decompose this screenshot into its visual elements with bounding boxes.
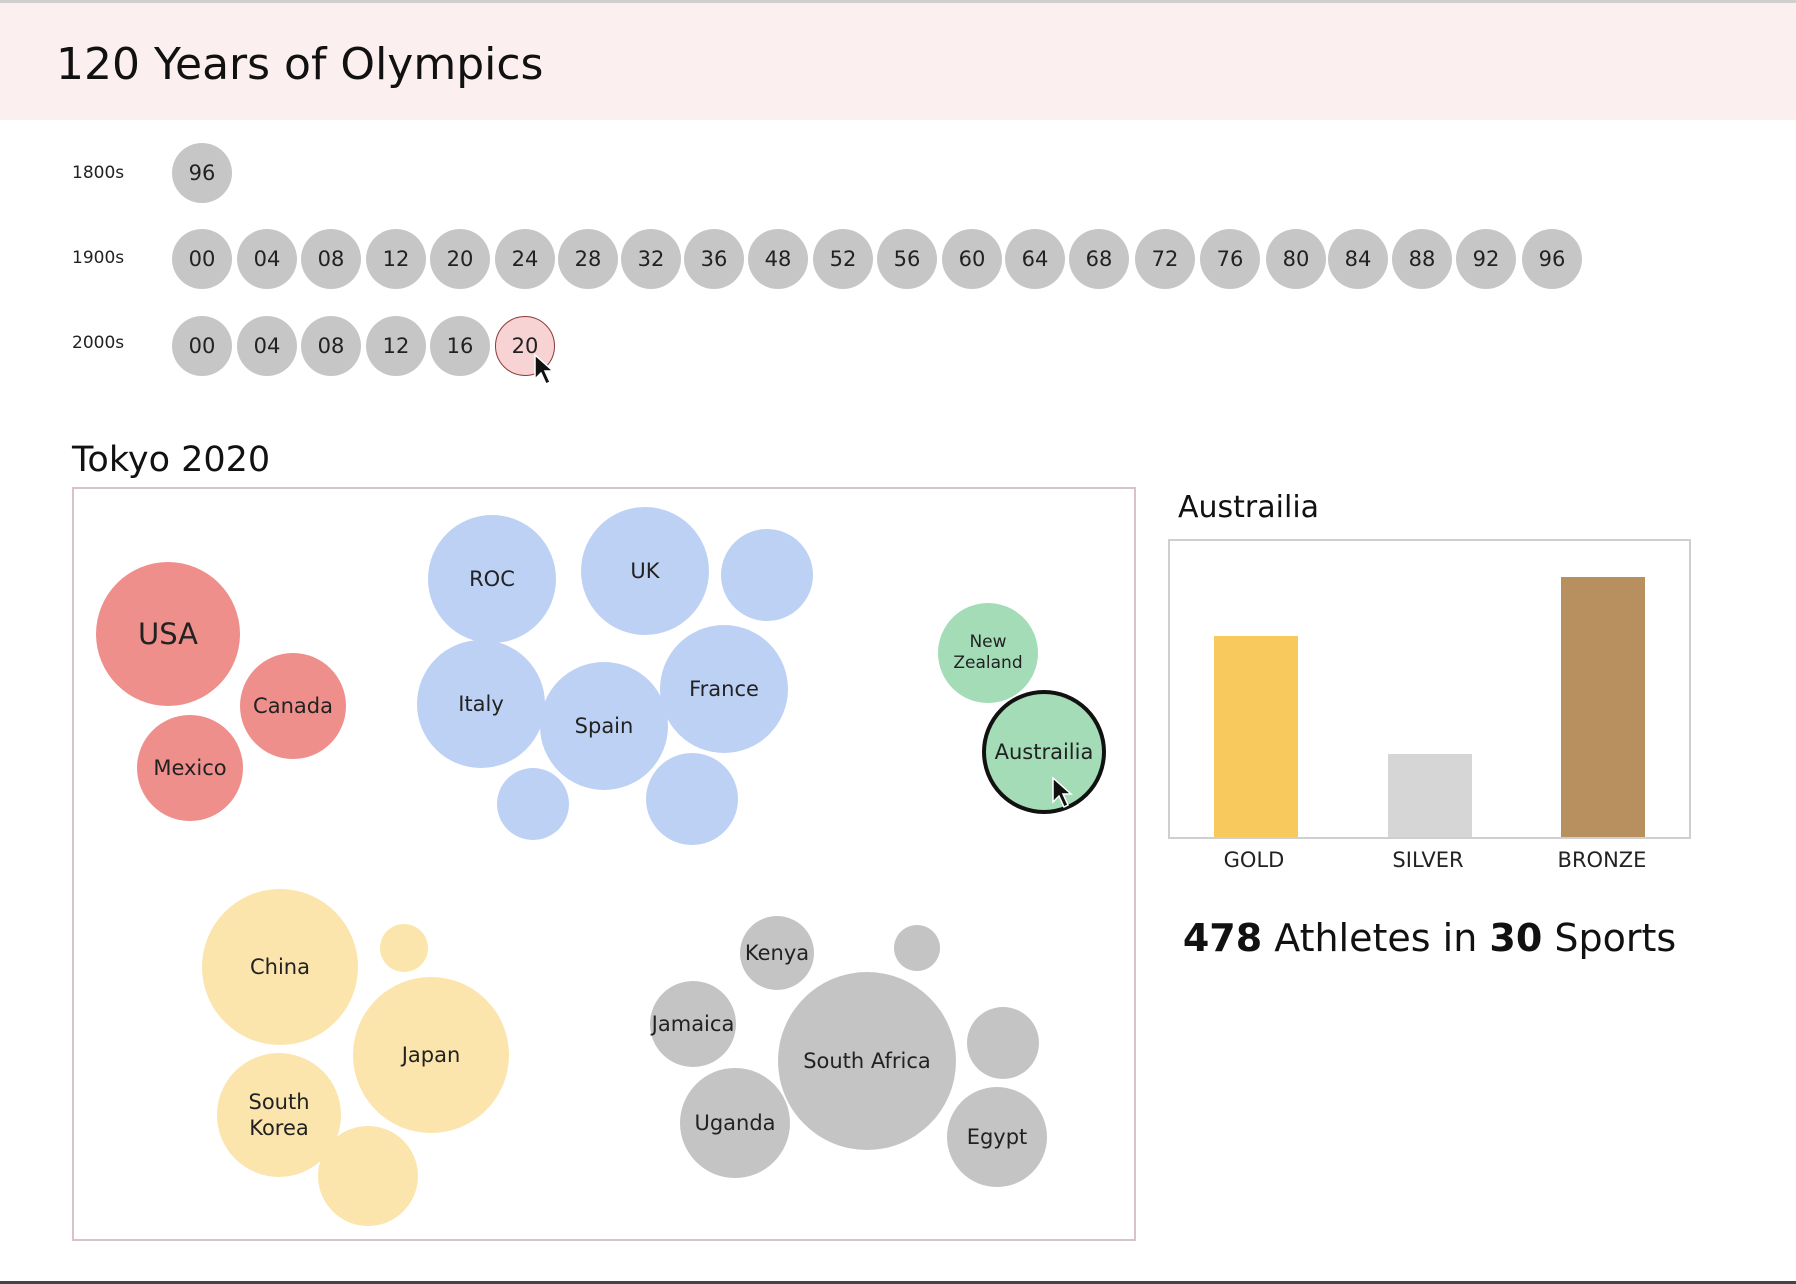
year-button-1972[interactable]: 72 (1135, 229, 1195, 289)
year-button-1896[interactable]: 96 (172, 143, 232, 203)
country-label: South (248, 1089, 310, 1114)
year-button-1988[interactable]: 88 (1392, 229, 1452, 289)
year-button-1976[interactable]: 76 (1200, 229, 1260, 289)
country-bubble-australia[interactable]: Austrailia (982, 690, 1106, 814)
country-bubble-new-zealand[interactable]: New Zealand (938, 603, 1038, 703)
games-title: Tokyo 2020 (72, 440, 271, 480)
sports-text: Sports (1542, 916, 1677, 960)
year-button-2000[interactable]: 00 (172, 316, 232, 376)
country-label: South Africa (803, 1048, 931, 1073)
year-button-2020[interactable]: 20 (495, 316, 555, 376)
country-label: Japan (401, 1042, 461, 1067)
country-label: Spain (574, 713, 634, 738)
medal-bar-chart (1168, 539, 1691, 839)
bubble-chart-panel: USA Canada Mexico ROC UK Italy Spain Fra… (72, 487, 1136, 1241)
country-bubble-uganda[interactable]: Uganda (680, 1068, 790, 1178)
country-label: Egypt (966, 1124, 1028, 1149)
country-bubble[interactable] (721, 529, 813, 621)
country-bubble-kenya[interactable]: Kenya (740, 916, 814, 990)
year-button-1956[interactable]: 56 (877, 229, 937, 289)
year-button-2012[interactable]: 12 (366, 316, 426, 376)
year-button-2016[interactable]: 16 (430, 316, 490, 376)
country-bubble-china[interactable]: China (202, 889, 358, 1045)
medal-bar-gold (1214, 636, 1298, 837)
country-label: Canada (253, 693, 333, 718)
country-bubble-usa[interactable]: USA (96, 562, 240, 706)
year-button-2008[interactable]: 08 (301, 316, 361, 376)
bar-label-bronze: BRONZE (1557, 848, 1647, 872)
country-bubble-france[interactable]: France (660, 625, 788, 753)
year-button-1968[interactable]: 68 (1069, 229, 1129, 289)
year-button-1964[interactable]: 64 (1005, 229, 1065, 289)
country-bubble-jamaica[interactable]: Jamaica (650, 981, 736, 1067)
year-button-1932[interactable]: 32 (621, 229, 681, 289)
country-label: Zealand (953, 653, 1023, 673)
bar-label-gold: GOLD (1223, 848, 1285, 872)
country-label: New (969, 631, 1007, 652)
country-label: UK (630, 558, 660, 583)
year-button-1936[interactable]: 36 (684, 229, 744, 289)
year-button-1996[interactable]: 96 (1522, 229, 1582, 289)
country-bubble-uk[interactable]: UK (581, 507, 709, 635)
country-label: China (250, 954, 310, 979)
country-bubble[interactable] (646, 753, 738, 845)
country-label: ROC (469, 566, 515, 591)
country-label: Kenya (744, 940, 810, 965)
athletes-text: Athletes in (1262, 916, 1490, 960)
medal-bar-silver (1388, 754, 1472, 837)
athlete-stats: 478 Athletes in 30 Sports (1168, 916, 1691, 960)
country-label: USA (137, 616, 198, 651)
year-button-1992[interactable]: 92 (1456, 229, 1516, 289)
decade-label-2000s: 2000s (72, 333, 125, 353)
country-bubble-south-africa[interactable]: South Africa (778, 972, 956, 1150)
year-button-1984[interactable]: 84 (1328, 229, 1388, 289)
country-bubble[interactable] (967, 1007, 1039, 1079)
country-label: Korea (249, 1116, 309, 1140)
country-bubble-south-korea[interactable]: South Korea (217, 1053, 341, 1177)
country-bubble[interactable] (497, 768, 569, 840)
mouse-cursor-icon (1052, 776, 1073, 809)
sport-count: 30 (1489, 916, 1543, 960)
year-button-1900[interactable]: 00 (172, 229, 232, 289)
year-button-1920[interactable]: 20 (430, 229, 490, 289)
athlete-count: 478 (1182, 916, 1263, 960)
medal-bar-bronze (1561, 577, 1645, 837)
app-title: 120 Years of Olympics (56, 39, 544, 90)
country-bubble-roc[interactable]: ROC (428, 515, 556, 643)
mouse-cursor-icon (534, 353, 555, 386)
country-label: Mexico (153, 755, 227, 780)
country-bubble-mexico[interactable]: Mexico (137, 715, 243, 821)
country-bubble-italy[interactable]: Italy (417, 640, 545, 768)
year-button-1908[interactable]: 08 (301, 229, 361, 289)
year-button-1980[interactable]: 80 (1266, 229, 1326, 289)
country-bubble[interactable] (380, 924, 428, 972)
decade-label-1800s: 1800s (72, 163, 125, 183)
year-button-1928[interactable]: 28 (558, 229, 618, 289)
year-button-2004[interactable]: 04 (237, 316, 297, 376)
country-bubble-egypt[interactable]: Egypt (947, 1087, 1047, 1187)
country-label: Italy (458, 691, 504, 716)
year-button-1960[interactable]: 60 (942, 229, 1002, 289)
country-label: Jamaica (651, 1011, 735, 1036)
country-bubble[interactable] (318, 1126, 418, 1226)
country-label: France (689, 676, 759, 701)
footer-divider (0, 1281, 1796, 1284)
country-bubble-japan[interactable]: Japan (353, 977, 509, 1133)
country-label: Uganda (694, 1110, 776, 1135)
year-button-1912[interactable]: 12 (366, 229, 426, 289)
year-button-1924[interactable]: 24 (495, 229, 555, 289)
decade-label-1900s: 1900s (72, 248, 125, 268)
year-button-1952[interactable]: 52 (813, 229, 873, 289)
detail-title: Austrailia (1178, 490, 1320, 525)
year-button-1948[interactable]: 48 (748, 229, 808, 289)
app-header: 120 Years of Olympics (0, 0, 1796, 120)
bar-label-silver: SILVER (1392, 848, 1464, 872)
country-bubble-canada[interactable]: Canada (240, 653, 346, 759)
year-button-1904[interactable]: 04 (237, 229, 297, 289)
country-bubble[interactable] (894, 925, 940, 971)
country-bubble-spain[interactable]: Spain (540, 662, 668, 790)
country-label: Austrailia (994, 739, 1094, 764)
